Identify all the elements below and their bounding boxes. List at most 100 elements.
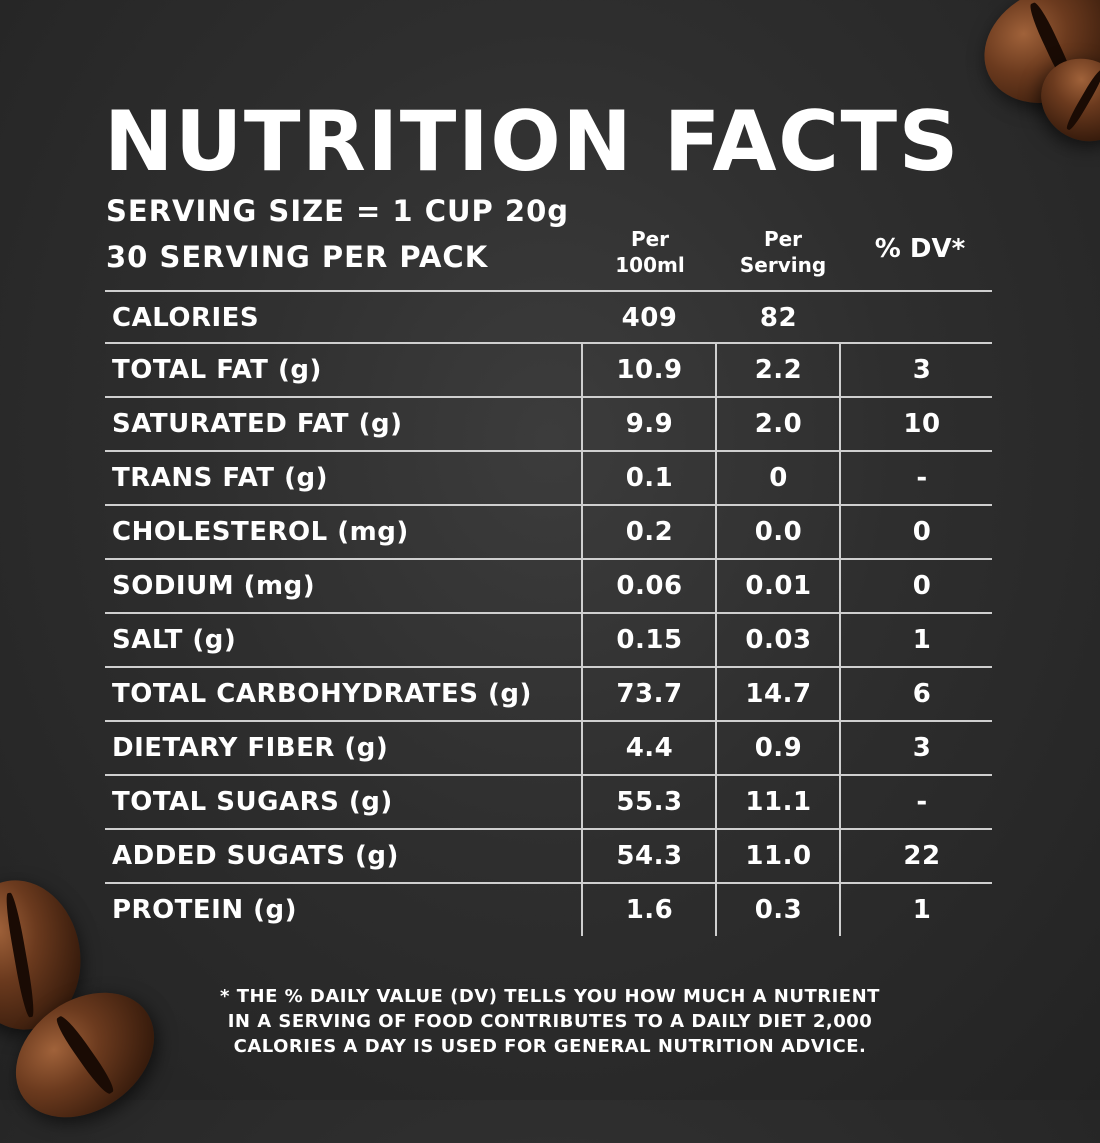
nutrient-name: CALORIES [112,303,260,333]
nutrient-name: PROTEIN (g) [112,895,298,925]
table-row: TOTAL CARBOHYDRATES (g) 73.7 14.7 6 [105,668,992,722]
column-divider [581,452,583,504]
value-per-serving: 0.9 [754,733,803,763]
value-daily-value: - [916,787,928,817]
value-per-serving: 2.2 [754,355,803,385]
value-daily-value: 22 [903,841,941,871]
column-divider [839,452,841,504]
value-per-serving: 0.3 [754,895,803,925]
column-header-per-serving-line2: Serving [739,253,827,277]
value-per-100ml: 0.1 [625,463,674,493]
value-per-serving: 2.0 [754,409,803,439]
column-divider [715,668,717,720]
nutrient-name: SATURATED FAT (g) [112,409,403,439]
column-divider [581,614,583,666]
column-divider [839,614,841,666]
column-divider [715,614,717,666]
value-daily-value [841,292,1003,344]
page-title: NUTRITION FACTS [104,93,960,190]
column-header-per-100ml-line2: 100ml [615,253,685,277]
nutrient-name: TRANS FAT (g) [112,463,328,493]
nutrient-name: TOTAL CARBOHYDRATES (g) [112,679,532,709]
table-row: SODIUM (mg) 0.06 0.01 0 [105,560,992,614]
column-divider [715,560,717,612]
value-per-serving: 14.7 [745,679,812,709]
nutrient-name: SODIUM (mg) [112,571,316,601]
value-daily-value: 6 [912,679,932,709]
table-row: SATURATED FAT (g) 9.9 2.0 10 [105,398,992,452]
value-per-100ml: 10.9 [616,355,683,385]
column-divider [581,884,583,936]
value-daily-value: 0 [912,571,932,601]
servings-per-pack: 30 SERVING PER PACK [106,240,489,274]
nutrient-name: DIETARY FIBER (g) [112,733,389,763]
column-divider [715,722,717,774]
value-per-100ml: 409 [621,303,678,333]
column-divider [839,776,841,828]
value-per-100ml: 0.06 [616,571,683,601]
column-divider [715,830,717,882]
column-header-per-serving: Per Serving [718,226,848,278]
column-divider [581,722,583,774]
value-per-100ml: 55.3 [616,787,683,817]
column-header-daily-value: % DV* [874,234,966,264]
value-per-100ml: 1.6 [625,895,674,925]
footnote-line1: * THE % DAILY VALUE (DV) TELLS YOU HOW M… [220,986,880,1007]
table-row: CHOLESTEROL (mg) 0.2 0.0 0 [105,506,992,560]
footnote-line3: CALORIES A DAY IS USED FOR GENERAL NUTRI… [233,1036,867,1057]
column-divider [715,398,717,450]
value-per-serving: 11.1 [745,787,812,817]
column-divider [839,668,841,720]
column-divider [839,506,841,558]
nutrient-name: SALT (g) [112,625,237,655]
column-divider [715,506,717,558]
column-divider [581,830,583,882]
value-daily-value: 3 [912,355,932,385]
nutrient-name: CHOLESTEROL (mg) [112,517,409,547]
nutrient-name: ADDED SUGATS (g) [112,841,399,871]
value-per-serving: 0 [769,463,788,493]
column-divider [839,398,841,450]
value-per-serving: 11.0 [745,841,812,871]
table-row: SALT (g) 0.15 0.03 1 [105,614,992,668]
column-divider [581,776,583,828]
column-divider [839,560,841,612]
value-daily-value: 1 [912,625,932,655]
value-daily-value: - [916,463,928,493]
column-divider [715,884,717,936]
column-divider [581,398,583,450]
column-header-per-100ml: Per 100ml [585,226,715,278]
column-divider [839,830,841,882]
value-daily-value: 1 [912,895,932,925]
value-per-serving: 0.0 [754,517,803,547]
value-daily-value: 10 [903,409,941,439]
column-divider [581,344,583,396]
value-daily-value: 0 [912,517,932,547]
daily-value-footnote: * THE % DAILY VALUE (DV) TELLS YOU HOW M… [150,984,950,1059]
column-divider [839,722,841,774]
table-row: TRANS FAT (g) 0.1 0 - [105,452,992,506]
footnote-line2: IN A SERVING OF FOOD CONTRIBUTES TO A DA… [227,1011,873,1032]
value-per-100ml: 9.9 [625,409,674,439]
column-header-per-100ml-line1: Per [630,227,670,251]
column-divider [581,668,583,720]
value-per-serving: 0.03 [745,625,812,655]
column-divider [581,506,583,558]
table-row: TOTAL FAT (g) 10.9 2.2 3 [105,344,992,398]
value-daily-value: 3 [912,733,932,763]
column-divider [839,344,841,396]
column-divider [715,776,717,828]
nutrient-name: TOTAL SUGARS (g) [112,787,393,817]
value-per-serving: 82 [759,303,798,333]
column-header-per-serving-line1: Per [763,227,803,251]
column-divider [715,452,717,504]
serving-size: SERVING SIZE = 1 CUP 20g [106,194,570,228]
value-per-serving: 0.01 [745,571,812,601]
nutrition-table: CALORIES 409 82 TOTAL FAT (g) 10.9 2.2 3… [105,290,992,938]
value-per-100ml: 54.3 [616,841,683,871]
table-row: DIETARY FIBER (g) 4.4 0.9 3 [105,722,992,776]
value-per-100ml: 4.4 [625,733,674,763]
table-row: ADDED SUGATS (g) 54.3 11.0 22 [105,830,992,884]
nutrient-name: TOTAL FAT (g) [112,355,322,385]
table-row: TOTAL SUGARS (g) 55.3 11.1 - [105,776,992,830]
